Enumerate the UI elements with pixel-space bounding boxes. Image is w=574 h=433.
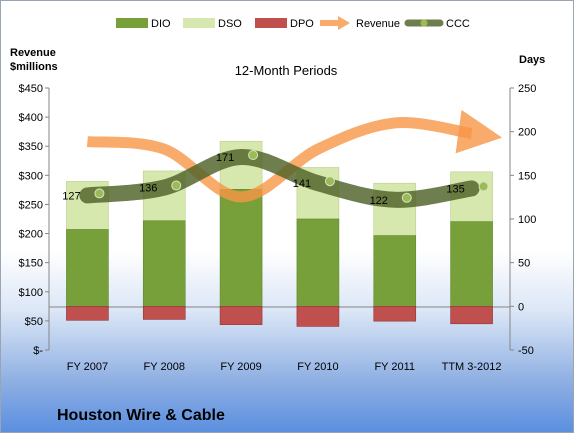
right-tick-label: 0 <box>518 301 524 313</box>
dio-bar <box>450 221 493 307</box>
ccc-data-label: 122 <box>370 195 388 207</box>
left-tick-label: $450 <box>19 83 43 95</box>
x-tick-label: FY 2008 <box>144 361 185 373</box>
x-tick-label: FY 2010 <box>297 361 338 373</box>
company-name: Houston Wire & Cable <box>57 407 225 424</box>
chart-subtitle: 12-Month Periods <box>235 63 338 78</box>
legend-label: DSO <box>218 18 242 30</box>
left-tick-label: $400 <box>19 112 43 124</box>
dio-bar <box>296 218 340 307</box>
dpo-bar <box>66 306 109 321</box>
ccc-point <box>248 149 259 160</box>
legend-entry-dio: DIO <box>116 18 171 30</box>
ccc-data-label: 135 <box>446 183 464 195</box>
ccc-data-label: 141 <box>293 178 311 190</box>
legend-swatch-marker <box>420 19 428 27</box>
left-tick-label: $100 <box>19 287 43 299</box>
dpo-bar <box>296 306 340 327</box>
legend-swatch <box>183 18 215 28</box>
dpo-bar <box>450 306 493 325</box>
right-tick-label: 150 <box>518 170 536 182</box>
legend-swatch <box>255 18 287 28</box>
right-tick-label: 250 <box>518 83 536 95</box>
legend-label: DIO <box>151 18 171 30</box>
legend-entry-dso: DSO <box>183 18 242 30</box>
left-axis-label-line1: Revenue <box>10 47 56 59</box>
left-axis-label-line2: $millions <box>10 61 58 73</box>
left-tick-label: $150 <box>19 258 43 270</box>
dio-bar <box>142 220 186 307</box>
left-tick-label: $350 <box>19 141 43 153</box>
ccc-line <box>79 148 480 208</box>
left-tick-label: $300 <box>19 170 43 182</box>
legend-swatch-arrowhead <box>338 16 350 30</box>
left-tick-label: $250 <box>19 199 43 211</box>
legend-entry-dpo: DPO <box>255 18 314 30</box>
ccc-data-label: 171 <box>216 152 234 164</box>
x-tick-label: FY 2011 <box>374 361 415 373</box>
ccc-point <box>478 181 489 192</box>
ccc-point <box>401 192 412 203</box>
dpo-bar <box>142 306 186 320</box>
dio-bar <box>219 189 263 307</box>
legend: DIO DSO DPO Revenue CCC <box>116 16 470 30</box>
left-tick-label: $200 <box>19 229 43 241</box>
left-tick-label: $- <box>33 345 43 357</box>
left-tick-label: $50 <box>25 316 43 328</box>
ccc-point <box>171 180 182 191</box>
right-tick-label: -50 <box>518 345 534 357</box>
x-tick-label: FY 2009 <box>220 361 261 373</box>
x-tick-label: TTM 3-2012 <box>442 361 502 373</box>
dio-bar <box>66 229 109 307</box>
right-tick-label: 200 <box>518 127 536 139</box>
ccc-data-label: 127 <box>62 190 80 202</box>
ccc-point <box>324 176 335 187</box>
dio-bar <box>373 235 417 307</box>
legend-entry-revenue: Revenue <box>320 16 400 30</box>
right-tick-label: 100 <box>518 214 536 226</box>
legend-label: CCC <box>446 18 470 30</box>
right-axis-label: Days <box>519 54 545 66</box>
legend-label: Revenue <box>356 18 400 30</box>
dpo-bar <box>219 306 263 325</box>
right-tick-label: 50 <box>518 258 530 270</box>
legend-entry-ccc: CCC <box>404 18 470 30</box>
ccc-point <box>94 188 105 199</box>
dpo-bar <box>373 306 417 322</box>
legend-label: DPO <box>290 18 314 30</box>
revenue-line <box>86 109 503 203</box>
ccc-data-label: 136 <box>139 183 157 195</box>
legend-swatch <box>116 18 148 28</box>
x-tick-label: FY 2007 <box>67 361 108 373</box>
